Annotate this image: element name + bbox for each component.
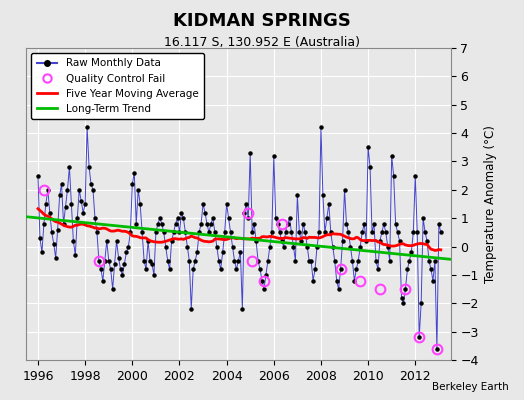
Text: 16.117 S, 130.952 E (Australia): 16.117 S, 130.952 E (Australia) xyxy=(164,36,360,49)
Y-axis label: Temperature Anomaly (°C): Temperature Anomaly (°C) xyxy=(484,125,497,283)
Legend: Raw Monthly Data, Quality Control Fail, Five Year Moving Average, Long-Term Tren: Raw Monthly Data, Quality Control Fail, … xyxy=(31,53,204,119)
Text: KIDMAN SPRINGS: KIDMAN SPRINGS xyxy=(173,12,351,30)
Text: Berkeley Earth: Berkeley Earth xyxy=(432,382,508,392)
